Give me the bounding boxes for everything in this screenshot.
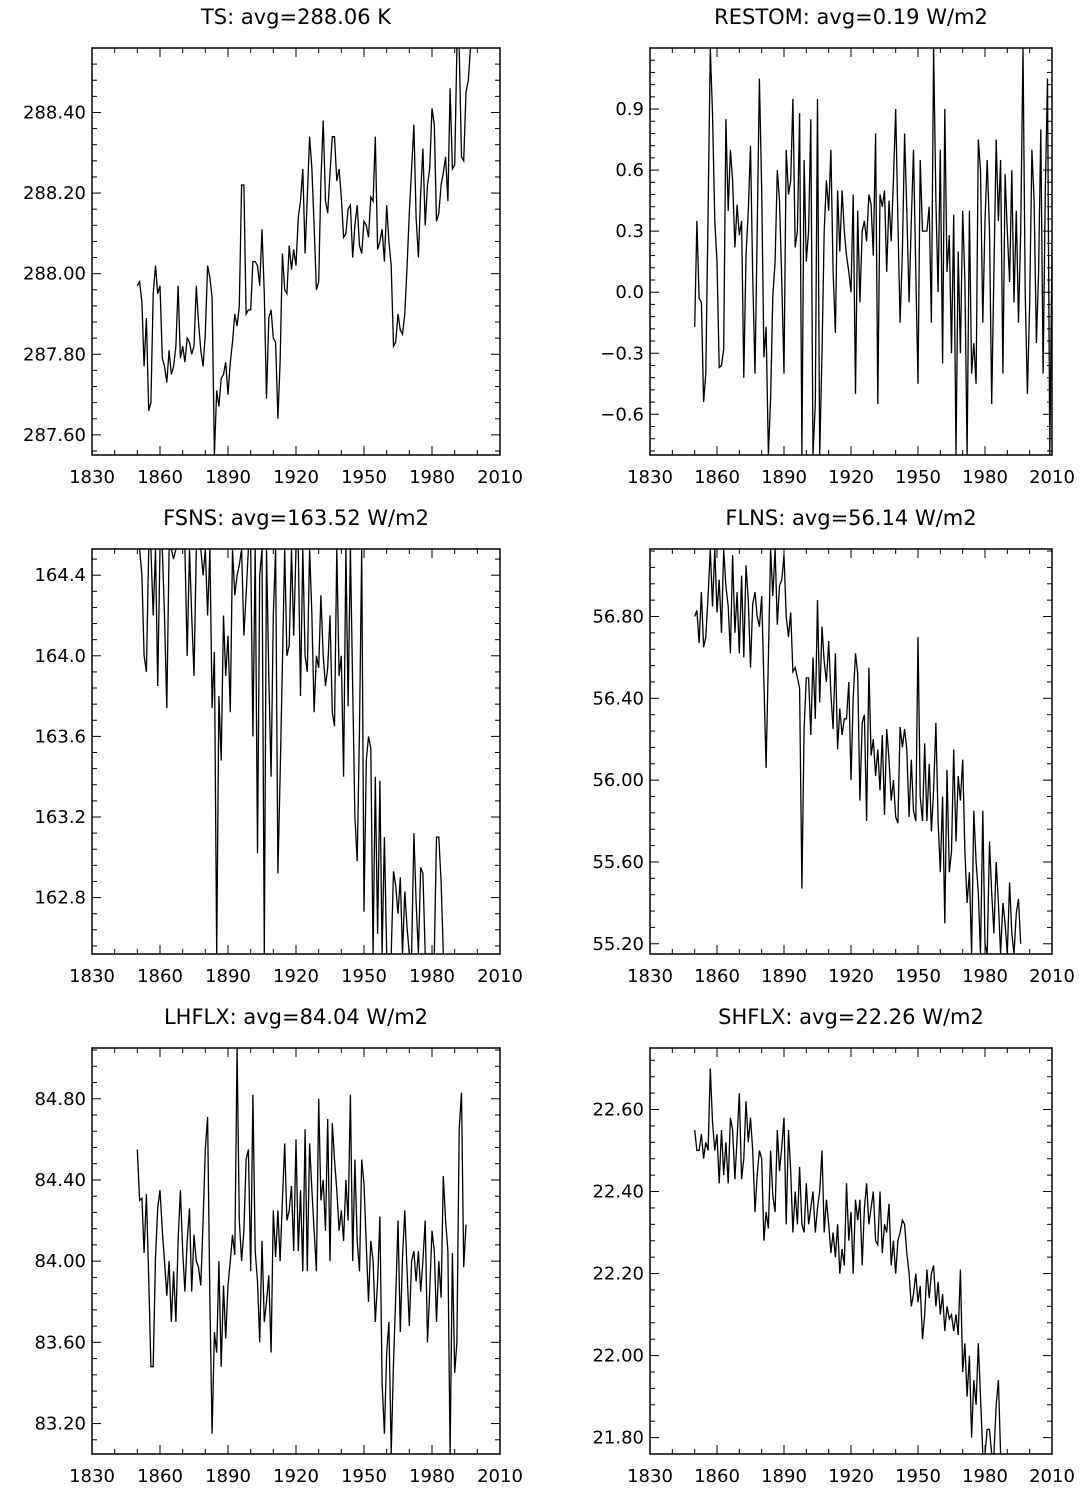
series-line xyxy=(136,1048,467,1454)
x-tick-label: 2010 xyxy=(1029,966,1075,987)
y-tick-label: 22.60 xyxy=(592,1100,644,1121)
x-tick-label: 1830 xyxy=(627,1466,673,1487)
y-tick-label: 56.40 xyxy=(592,688,644,709)
x-tick-label: 2010 xyxy=(477,1466,523,1487)
chart-title: RESTOM: avg=0.19 W/m2 xyxy=(714,5,988,29)
series-line xyxy=(136,48,472,455)
chart-panel-2: FSNS: avg=163.52 W/m2 1830 1860 1890 1920 195… xyxy=(34,506,522,987)
y-tick-label: 84.40 xyxy=(34,1170,86,1191)
series-line xyxy=(694,48,1052,455)
x-tick-label: 1860 xyxy=(137,966,183,987)
x-tick-label: 1980 xyxy=(409,966,455,987)
x-tick-label: 1920 xyxy=(273,966,319,987)
plot-frame xyxy=(91,548,501,955)
x-tick-label: 1980 xyxy=(962,966,1008,987)
x-tick-label: 1920 xyxy=(273,467,319,488)
x-tick-label: 1950 xyxy=(895,467,941,488)
chart-panel-3: FLNS: avg=56.14 W/m2 1830 1860 1890 1920 1950… xyxy=(592,506,1074,987)
x-tick-label: 1830 xyxy=(69,467,115,488)
y-tick-label: 163.6 xyxy=(34,726,86,747)
x-tick-label: 1860 xyxy=(694,467,740,488)
chart-title: SHFLX: avg=22.26 W/m2 xyxy=(718,1005,984,1029)
x-tick-label: 2010 xyxy=(477,966,523,987)
x-tick-label: 1980 xyxy=(409,467,455,488)
y-tick-label: −0.3 xyxy=(600,343,644,364)
y-tick-label: 0.9 xyxy=(615,99,644,120)
x-tick-label: 1920 xyxy=(828,467,874,488)
y-tick-label: −0.6 xyxy=(600,404,644,425)
series-line xyxy=(694,1068,1002,1454)
x-tick-label: 1830 xyxy=(69,966,115,987)
x-tick-label: 1950 xyxy=(895,966,941,987)
x-tick-label: 1920 xyxy=(273,1466,319,1487)
y-tick-label: 84.80 xyxy=(34,1089,86,1110)
x-tick-label: 1830 xyxy=(627,966,673,987)
x-tick-label: 1830 xyxy=(69,1466,115,1487)
y-tick-label: 287.80 xyxy=(23,344,86,365)
x-tick-label: 1860 xyxy=(694,1466,740,1487)
x-tick-label: 1860 xyxy=(694,966,740,987)
x-tick-label: 1830 xyxy=(627,467,673,488)
y-tick-label: 21.80 xyxy=(592,1428,644,1449)
y-tick-label: 55.20 xyxy=(592,934,644,955)
y-tick-label: 287.60 xyxy=(23,425,86,446)
chart-title: FSNS: avg=163.52 W/m2 xyxy=(163,506,429,530)
plot-frame xyxy=(649,1047,1053,1455)
x-tick-label: 1860 xyxy=(137,467,183,488)
plot-frame xyxy=(649,548,1053,955)
x-tick-label: 1980 xyxy=(962,1466,1008,1487)
y-tick-label: 22.00 xyxy=(592,1346,644,1367)
x-tick-label: 1950 xyxy=(341,966,387,987)
x-tick-label: 1920 xyxy=(828,1466,874,1487)
y-tick-label: 56.80 xyxy=(592,607,644,628)
y-tick-label: 163.2 xyxy=(34,807,86,828)
x-tick-label: 1950 xyxy=(895,1466,941,1487)
x-tick-label: 1890 xyxy=(205,966,251,987)
y-tick-label: 83.20 xyxy=(34,1414,86,1435)
x-tick-label: 1980 xyxy=(409,1466,455,1487)
y-tick-label: 83.60 xyxy=(34,1332,86,1353)
y-tick-label: 22.40 xyxy=(592,1182,644,1203)
chart-panel-1: RESTOM: avg=0.19 W/m2 1830 1860 1890 1920 195… xyxy=(600,5,1075,488)
x-tick-label: 1980 xyxy=(962,467,1008,488)
chart-title: TS: avg=288.06 K xyxy=(200,5,392,29)
y-tick-label: 0.0 xyxy=(615,282,644,303)
y-tick-label: 162.8 xyxy=(34,888,86,909)
y-tick-label: 22.20 xyxy=(592,1264,644,1285)
y-tick-label: 0.3 xyxy=(615,221,644,242)
series-line xyxy=(694,549,1022,954)
y-tick-label: 164.4 xyxy=(34,565,86,586)
chart-title: LHFLX: avg=84.04 W/m2 xyxy=(164,1005,428,1029)
series-line xyxy=(137,549,444,954)
plot-frame xyxy=(91,47,501,456)
plot-frame xyxy=(649,47,1053,456)
x-tick-label: 1890 xyxy=(761,966,807,987)
x-tick-label: 2010 xyxy=(1029,1466,1075,1487)
y-tick-label: 288.20 xyxy=(23,183,86,204)
y-tick-label: 84.00 xyxy=(34,1251,86,1272)
y-tick-label: 56.00 xyxy=(592,770,644,791)
y-tick-label: 288.40 xyxy=(23,102,86,123)
y-tick-label: 164.0 xyxy=(34,646,86,667)
y-tick-label: 288.00 xyxy=(23,264,86,285)
x-tick-label: 1890 xyxy=(205,1466,251,1487)
x-tick-label: 1890 xyxy=(761,1466,807,1487)
x-tick-label: 1890 xyxy=(761,467,807,488)
x-tick-label: 1950 xyxy=(341,467,387,488)
chart-title: FLNS: avg=56.14 W/m2 xyxy=(725,506,976,530)
x-tick-label: 1920 xyxy=(828,966,874,987)
chart-panel-4: LHFLX: avg=84.04 W/m2 1830 1860 1890 1920 195… xyxy=(34,1005,522,1487)
y-tick-label: 0.6 xyxy=(615,160,644,181)
x-tick-label: 1860 xyxy=(137,1466,183,1487)
x-tick-label: 2010 xyxy=(477,467,523,488)
x-tick-label: 2010 xyxy=(1029,467,1075,488)
x-tick-label: 1890 xyxy=(205,467,251,488)
chart-panel-5: SHFLX: avg=22.26 W/m2 1830 1860 1890 1920 195… xyxy=(592,1005,1074,1487)
chart-panel-0: TS: avg=288.06 K 1830 1860 1890 1920 1950 1980… xyxy=(23,5,523,488)
y-tick-label: 55.60 xyxy=(592,852,644,873)
x-tick-label: 1950 xyxy=(341,1466,387,1487)
plot-frame xyxy=(91,1047,501,1455)
